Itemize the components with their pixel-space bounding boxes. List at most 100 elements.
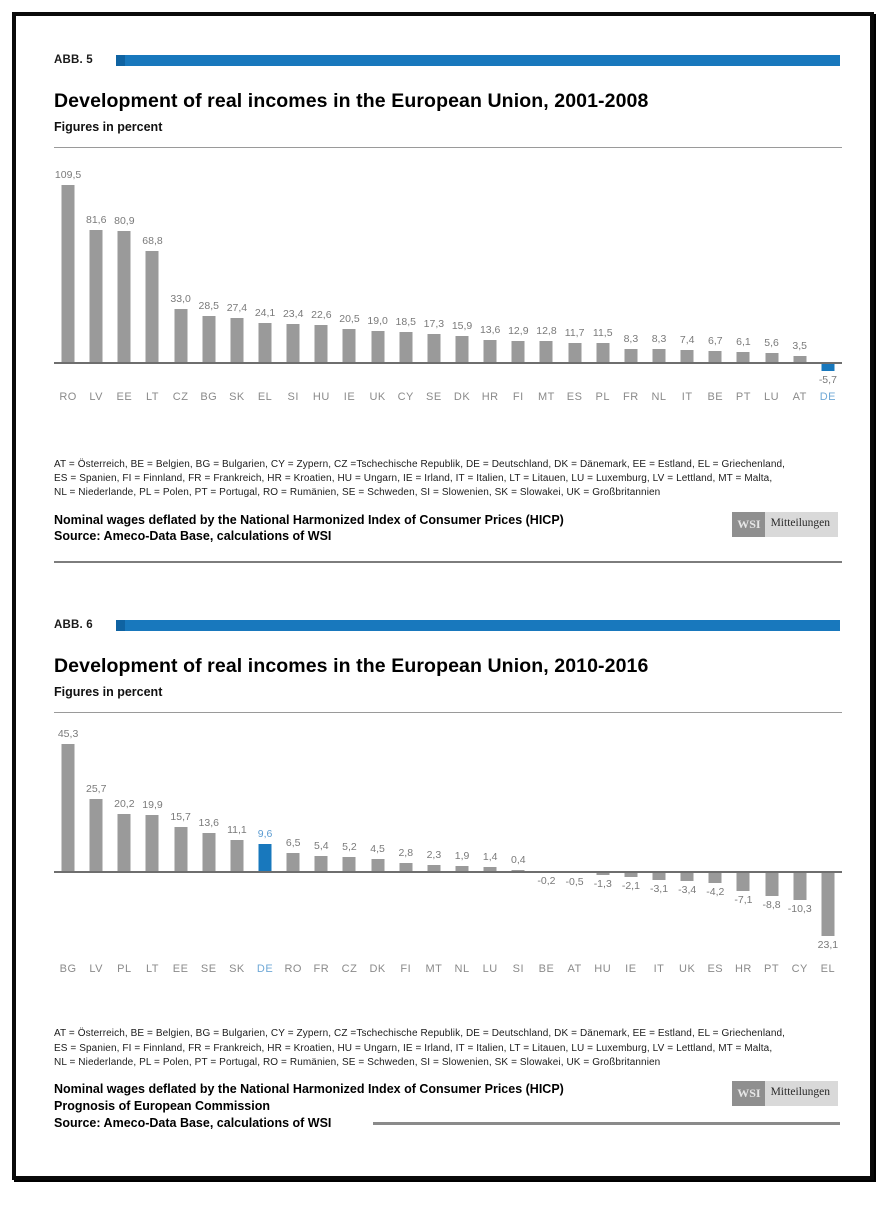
bar-column-pt: -8,8 PT <box>758 713 786 985</box>
value-label-si: 0,4 <box>511 854 526 867</box>
value-label-at: 3,5 <box>792 340 808 353</box>
country-label-ee: EE <box>116 391 133 403</box>
wsi-logo-box: WSI <box>732 511 765 537</box>
value-label-hr: -7,1 <box>734 894 753 907</box>
bar-column-el: 24,1 EL <box>251 148 279 416</box>
country-label-at: AT <box>567 963 582 976</box>
bar-lt <box>145 815 159 872</box>
value-label-de: -5,7 <box>818 374 837 387</box>
bar-column-be: -0,2 BE <box>532 713 560 985</box>
footnote-line: ES = Spanien, FI = Finnland, FR = Frankr… <box>54 1042 773 1054</box>
country-label-nl: NL <box>651 391 667 403</box>
bar-column-mt: 12,8 MT <box>532 148 560 416</box>
country-label-fr: FR <box>313 963 330 976</box>
value-label-lv: 81,6 <box>85 213 107 226</box>
country-label-uk: UK <box>679 963 696 976</box>
bar-column-bg: 45,3 BG <box>54 713 82 985</box>
bar-column-pl: 11,5 PL <box>589 148 617 416</box>
x-axis-line <box>54 362 842 364</box>
bar-column-it: 7,4 IT <box>673 148 701 416</box>
bar-column-nl: 8,3 NL <box>645 148 673 416</box>
bar-column-es: 11,7 ES <box>561 148 589 416</box>
bar-lu <box>765 352 779 362</box>
figure5-bottom-divider <box>54 561 842 564</box>
value-label-sk: 11,1 <box>227 824 247 836</box>
figure6-source-row: Source: Ameco-Data Base, calculations of… <box>54 1115 842 1132</box>
bar-column-sk: 11,1 SK <box>223 713 251 985</box>
value-label-dk: 4,5 <box>370 842 385 855</box>
value-label-ro: 109,5 <box>54 168 82 181</box>
figure-abb5: ABB. 5 Development of real incomes in th… <box>54 54 842 564</box>
bar-column-at: 3,5 AT <box>786 148 814 416</box>
value-label-sk: 27,4 <box>226 301 248 314</box>
bar-bg <box>202 315 216 362</box>
bar-column-es: -4,2 ES <box>701 713 729 985</box>
value-label-hr: 13,6 <box>479 323 501 336</box>
value-label-lv: 25,7 <box>85 782 107 795</box>
country-label-de: DE <box>819 391 836 403</box>
figure5-note-hicp: Nominal wages deflated by the National H… <box>54 512 564 527</box>
bar-column-bg: 28,5 BG <box>195 148 223 416</box>
figure6-note-prognosis: Prognosis of European Commission <box>54 1098 270 1113</box>
bar-column-uk: 19,0 UK <box>364 148 392 416</box>
figure6-top-rule <box>54 712 842 714</box>
figure6-subtitle: Figures in percent <box>54 685 163 700</box>
bar-lv <box>89 798 103 872</box>
country-label-hu: HU <box>312 391 330 403</box>
figure5-top-rule <box>54 147 842 148</box>
country-label-cz: CZ <box>172 391 189 403</box>
value-label-el: 24,1 <box>254 306 276 319</box>
bar-column-se: 13,6 SE <box>195 713 223 985</box>
bar-uk <box>680 871 694 881</box>
bar-column-be: 6,7 BE <box>701 148 729 416</box>
country-label-it: IT <box>681 391 693 403</box>
bar-it <box>652 871 666 881</box>
bar-pt <box>736 352 750 362</box>
country-label-el: EL <box>257 391 273 403</box>
figure5-subtitle: Figures in percent <box>54 120 163 134</box>
figure6-source: Source: Ameco-Data Base, calculations of… <box>54 1115 332 1130</box>
country-label-si: SI <box>287 391 299 403</box>
country-label-ie: IE <box>343 391 356 403</box>
bar-column-cy: -10,3 CY <box>786 713 814 985</box>
page-frame: ABB. 5 Development of real incomes in th… <box>12 12 874 1180</box>
value-label-uk: -3,4 <box>678 883 697 896</box>
value-label-cz: 33,0 <box>170 292 191 305</box>
value-label-fi: 12,9 <box>508 325 529 338</box>
wsi-logo-text: Mitteilungen <box>764 1080 838 1106</box>
x-axis-line <box>54 871 842 874</box>
highlighted-bar-de <box>821 362 835 372</box>
value-label-pt: 6,1 <box>736 336 751 349</box>
value-label-lu: 5,6 <box>764 336 779 349</box>
country-label-cz: CZ <box>341 963 358 976</box>
value-label-at: -0,5 <box>565 875 584 888</box>
country-label-se: SE <box>426 391 442 403</box>
country-label-cy: CY <box>791 963 808 976</box>
country-label-dk: DK <box>369 963 386 976</box>
figure6-notes: Nominal wages deflated by the National H… <box>54 1080 842 1132</box>
country-label-el: EL <box>820 963 836 976</box>
bar-column-lu: 5,6 LU <box>758 148 786 416</box>
bar-si <box>511 870 525 872</box>
value-label-se: 17,3 <box>423 317 445 330</box>
figure6-footnote: AT = Österreich, BE = Belgien, BG = Bulg… <box>54 1027 842 1070</box>
bar-column-uk: -3,4 UK <box>673 713 701 985</box>
bar-column-at: -0,5 AT <box>561 713 589 985</box>
country-label-at: AT <box>792 391 807 403</box>
bar-dk <box>371 858 385 872</box>
bar-cz <box>342 856 356 872</box>
bar-column-hu: -1,3 HU <box>589 713 617 985</box>
value-label-dk: 15,9 <box>451 320 473 333</box>
country-label-se: SE <box>200 963 217 976</box>
value-label-lu: 1,4 <box>482 851 498 864</box>
bar-hr <box>736 871 750 892</box>
bar-column-fr: 5,4 FR <box>307 713 335 985</box>
value-label-es: 11,7 <box>564 327 585 340</box>
bar-column-hu: 22,6 HU <box>307 148 335 416</box>
value-label-ro: 6,5 <box>285 836 301 849</box>
figure6-title: Development of real incomes in the Europ… <box>54 655 649 678</box>
bar-uk <box>371 331 385 362</box>
country-label-pl: PL <box>595 391 610 403</box>
country-label-ro: RO <box>284 963 302 976</box>
bar-nl <box>652 348 666 362</box>
